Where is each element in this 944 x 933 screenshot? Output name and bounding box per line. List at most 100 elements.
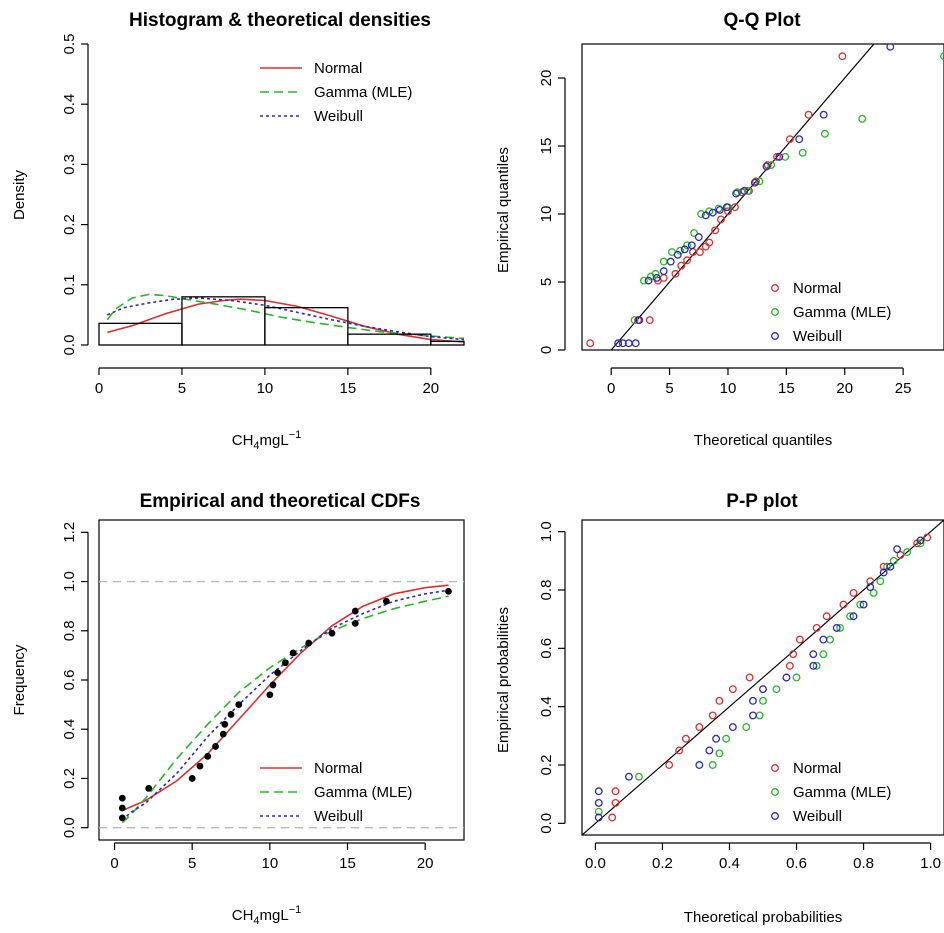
legend-label: Gamma (MLE): [314, 84, 412, 101]
point-weibull: [694, 233, 703, 242]
x-tick-label: 0: [607, 380, 615, 397]
y-axis-label: Empirical quantiles: [495, 147, 512, 273]
x-tick-label: 25: [895, 380, 912, 397]
x-tick-label: 5: [188, 855, 196, 872]
point-gamma: [683, 241, 692, 250]
x-tick-label: 20: [422, 380, 439, 397]
point-normal: [731, 203, 739, 212]
point-weibull: [594, 787, 603, 796]
legend-marker-weibull: [771, 332, 779, 340]
x-axis: 0 5 10 15 20 25: [607, 367, 912, 397]
point-weibull: [715, 205, 724, 214]
x-tick-label: 5: [665, 380, 673, 397]
y-axis-label: Frequency: [11, 644, 28, 715]
point-weibull: [759, 685, 767, 694]
point-gamma: [659, 257, 668, 266]
x-tick-label: 15: [339, 855, 356, 872]
point-gamma: [715, 749, 724, 758]
point-gamma: [792, 673, 801, 682]
y-axis: 0 5 10 15 20: [538, 70, 566, 354]
plot-frame: [98, 519, 465, 841]
point-normal: [665, 761, 674, 769]
y-tick-label: 0.6: [538, 638, 555, 659]
y-tick-label: 10: [538, 206, 555, 223]
y-axis-label: Density: [11, 169, 28, 220]
x-axis: 0.0 0.2 0.4 0.6 0.8 1.0: [585, 842, 941, 872]
curve-normal: [121, 584, 449, 812]
x-tick-label: 0.6: [786, 855, 807, 872]
cdf-panel: Empirical and theoretical CDFs 0 5 10 15 20 0.…: [11, 491, 465, 927]
legend-marker-gamma: [771, 308, 779, 316]
point-normal: [659, 273, 668, 282]
point-normal: [675, 746, 684, 755]
x-tick-label: 10: [262, 855, 279, 872]
y-axis: 0.0 0.1 0.2 0.3 0.4 0.5: [61, 34, 89, 356]
point-normal: [708, 711, 717, 720]
x-axis-label: Theoretical quantiles: [694, 432, 832, 449]
x-tick-label: 0: [95, 380, 103, 397]
ecdf-point: [274, 669, 282, 677]
point-weibull: [722, 203, 731, 212]
point-normal: [645, 316, 654, 325]
point-normal: [695, 248, 704, 257]
point-weibull: [614, 339, 623, 348]
ecdf-point: [204, 752, 212, 760]
point-normal: [849, 588, 858, 597]
x-axis-label-sup: −1: [289, 429, 302, 441]
histogram-bar: [181, 296, 266, 346]
point-weibull: [916, 536, 925, 545]
point-weibull: [687, 241, 696, 250]
point-normal: [683, 256, 692, 265]
ecdf-point: [227, 711, 235, 718]
point-normal: [773, 152, 781, 161]
point-normal: [763, 161, 772, 169]
y-tick-label: 0.4: [538, 696, 555, 717]
y-tick-label: 0.0: [61, 335, 78, 356]
y-tick-label: 1.0: [538, 521, 555, 542]
y-tick-label: 0.4: [61, 94, 78, 115]
point-gamma: [714, 204, 723, 213]
point-gamma: [690, 229, 699, 237]
x-axis-label: Theoretical probabilities: [684, 909, 842, 926]
point-normal: [608, 813, 617, 822]
y-tick-label: 0: [538, 346, 555, 354]
point-normal: [839, 600, 848, 609]
point-normal: [795, 635, 804, 644]
point-weibull: [594, 813, 603, 822]
point-gamma: [836, 623, 845, 632]
point-gamma: [903, 548, 912, 557]
ecdf-point: [221, 720, 229, 728]
point-weibull: [782, 673, 791, 682]
point-gamma: [820, 129, 829, 138]
point-gamma: [812, 661, 821, 670]
y-tick-label: 0.2: [61, 214, 78, 235]
point-gamma: [940, 52, 944, 61]
legend-label: Normal: [314, 60, 362, 77]
legend-marker-gamma: [771, 788, 779, 796]
point-gamma: [916, 539, 925, 548]
y-tick-label: 5: [538, 278, 555, 286]
ecdf-point: [382, 597, 390, 605]
point-gamma: [826, 635, 834, 644]
point-gamma: [781, 152, 790, 161]
chart-title: Histogram & theoretical densities: [129, 10, 431, 31]
x-axis-label-unit: mgL: [260, 432, 289, 449]
y-tick-label: 1.2: [61, 522, 78, 543]
point-gamma: [869, 588, 878, 597]
point-normal: [785, 661, 794, 670]
x-axis-label-sub: 4: [253, 440, 259, 452]
point-weibull: [673, 250, 682, 259]
legend-label: Normal: [314, 760, 362, 777]
point-weibull: [659, 267, 668, 276]
point-gamma: [759, 696, 767, 705]
qq-plot-panel: Q-Q Plot 0 5 10 15 20 25 0 5 10 15 20 Theoretical qu…: [495, 10, 944, 449]
point-normal: [715, 696, 724, 705]
ecdf-point: [445, 587, 452, 595]
curve-weibull: [106, 297, 464, 341]
point-gamma: [697, 210, 706, 218]
point-normal: [728, 685, 737, 694]
ecdf-point: [219, 730, 227, 738]
point-gamma: [858, 114, 867, 123]
x-axis: 0 5 10 15 20: [110, 842, 434, 872]
